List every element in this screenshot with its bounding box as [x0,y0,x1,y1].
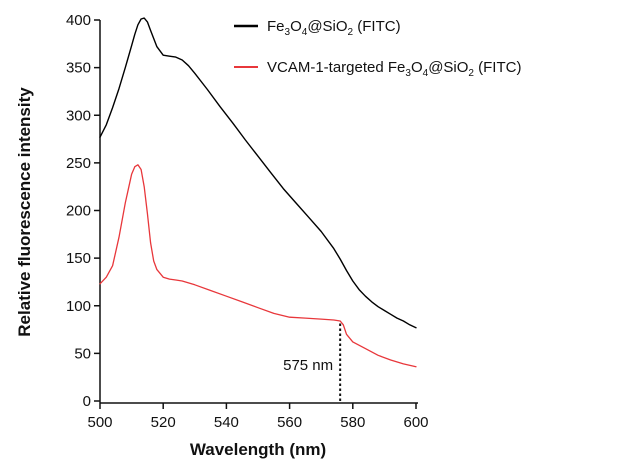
y-tick-label: 250 [66,155,91,172]
x-tick-label: 500 [87,414,112,431]
y-axis-title: Relative fluorescence intensity [15,87,34,337]
axes [99,20,418,404]
series-layer [99,17,417,368]
series-line-2 [99,164,417,368]
series-line-1 [99,17,417,329]
y-tick-label: 300 [66,107,91,124]
y-tick-label: 350 [66,60,91,77]
x-tick-label: 520 [151,414,176,431]
y-tick-label: 100 [66,298,91,315]
legend-label-series-2: VCAM-1-targeted Fe3O4@SiO2 (FITC) [267,59,521,79]
y-tick-label: 50 [74,345,91,362]
y-tick-label: 200 [66,203,91,220]
x-tick-label: 580 [340,414,365,431]
y-tick-label: 400 [66,12,91,29]
annotation-label: 575 nm [283,357,333,374]
y-ticks: 0 50 100 150 200 250 300 350 400 [66,12,100,410]
x-tick-label: 540 [214,414,239,431]
x-tick-label: 560 [277,414,302,431]
y-tick-label: 0 [83,393,91,410]
x-axis-title: Wavelength (nm) [190,440,326,459]
legend: Fe3O4@SiO2 (FITC) VCAM-1-targeted Fe3O4@… [234,18,521,79]
x-tick-label: 600 [403,414,428,431]
legend-label-series-1: Fe3O4@SiO2 (FITC) [267,18,401,38]
x-ticks: 500 520 540 560 580 600 [87,403,429,431]
y-tick-label: 150 [66,250,91,267]
annotation-layer: 575 nm [283,320,342,401]
